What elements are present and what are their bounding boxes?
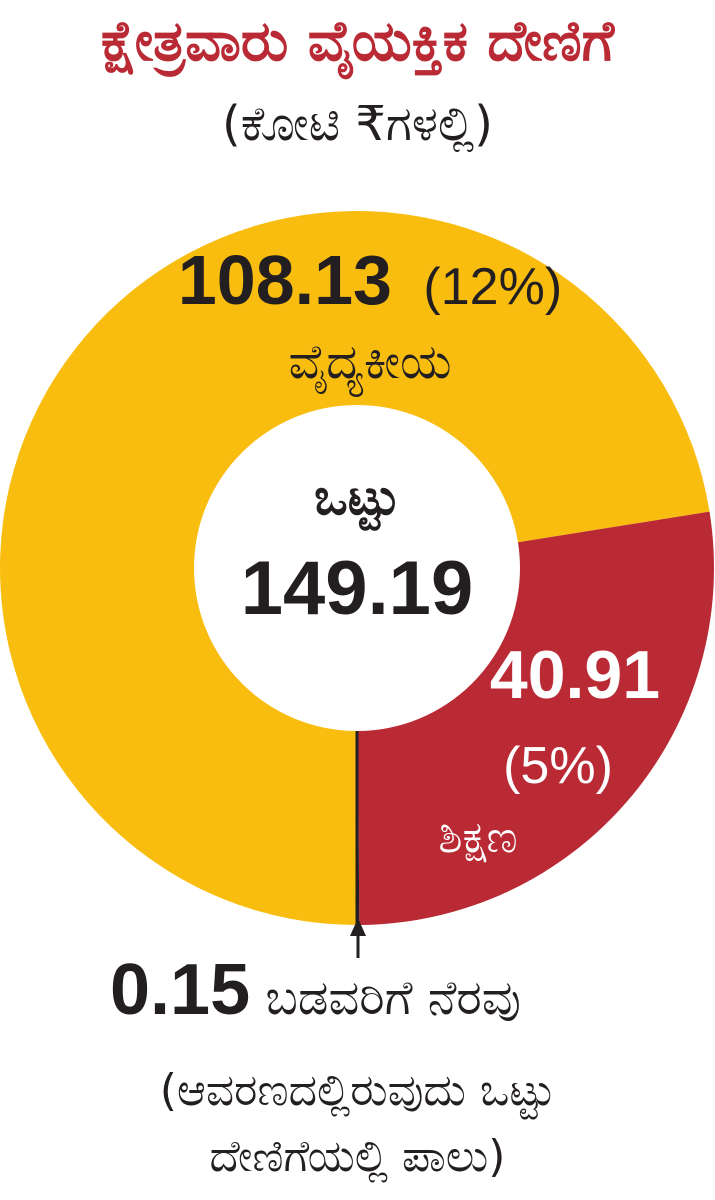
education-percent-label: (5%) [503, 737, 613, 795]
small-slice-callout: 0.15 ಬಡವರಿಗೆ ನೆರವು [110, 954, 521, 1028]
chart-title: ಕ್ಷೇತ್ರವಾರು ವೈಯಕ್ತಿಕ ದೇಣಿಗೆ [100, 9, 615, 74]
footnote-line-1: (ಆವರಣದಲ್ಲಿರುವುದು ಒಟ್ಟು [159, 1065, 556, 1116]
center-label: ಒಟ್ಟು [314, 468, 400, 532]
medical-percent: (12%) [423, 258, 562, 316]
medical-value: 108.13 [178, 241, 392, 319]
footnote-line-2: ದೇಣಿಗೆಯಲ್ಲಿ ಪಾಲು) [209, 1131, 506, 1182]
chart-subtitle: (ಕೋಟಿ ₹ಗಳಲ್ಲಿ) [222, 96, 493, 152]
small-slice-name: ಬಡವರಿಗೆ ನೆರವು [265, 970, 521, 1026]
center-value: 149.19 [241, 546, 473, 631]
pointer-arrowhead [350, 918, 366, 936]
education-value-label: 40.91 [490, 637, 660, 713]
medical-name-label: ವೈದ್ಯಕೀಯ [288, 334, 451, 396]
medical-value-label: 108.13 (12%) [178, 241, 562, 319]
share-footnote: (ಆವರಣದಲ್ಲಿರುವುದು ಒಟ್ಟು ದೇಣಿಗೆಯಲ್ಲಿ ಪಾಲು) [0, 1058, 715, 1190]
donut-hole [194, 405, 520, 731]
education-name-label: ಶಿಕ್ಷಣ [438, 812, 517, 863]
small-slice-value: 0.15 [110, 950, 251, 1030]
